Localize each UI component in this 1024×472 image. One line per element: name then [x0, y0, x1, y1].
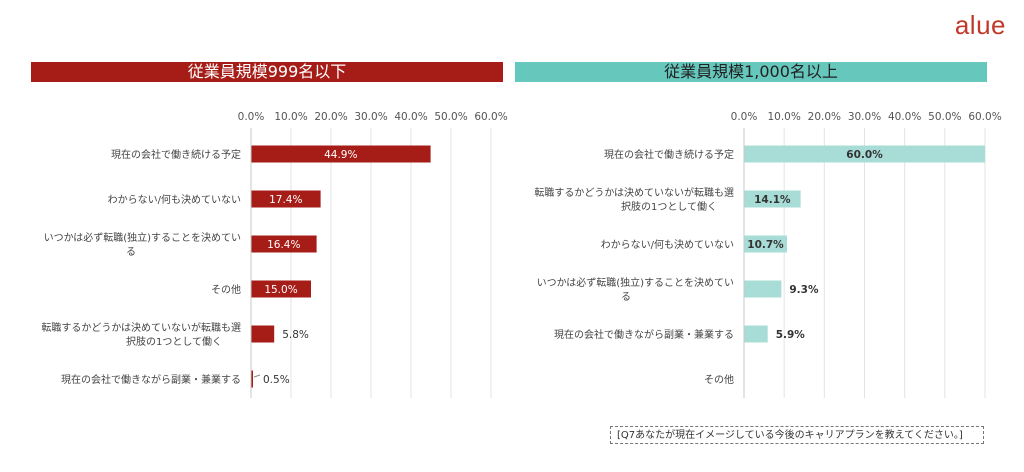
category-label: わからない/何も決めていない — [108, 193, 241, 206]
category-label: わからない/何も決めていない — [601, 238, 734, 251]
value-label: 15.0% — [264, 284, 297, 296]
x-tick-label: 50.0% — [434, 111, 467, 123]
question-note: [Q7あなたが現在イメージしている今後のキャリアプランを教えてください。] — [610, 426, 984, 444]
x-tick-label: 0.0% — [238, 111, 265, 123]
value-label: 0.5% — [263, 374, 290, 386]
x-tick-label: 40.0% — [394, 111, 427, 123]
brand-logo: alue — [954, 10, 1006, 40]
x-tick-label: 10.0% — [274, 111, 307, 123]
x-tick-label: 60.0% — [474, 111, 507, 123]
bar — [744, 190, 801, 208]
bar — [744, 325, 768, 343]
category-label: その他 — [211, 283, 241, 296]
category-label: その他 — [704, 373, 734, 386]
value-label: 10.7% — [747, 239, 784, 251]
bar — [744, 145, 985, 163]
panel-small-companies: 従業員規模999名以下 0.0% 10.0% 20.0% 30.0% 40.0% 50.0… — [31, 62, 508, 398]
category-label: 現在の会社で働き続ける予定 — [111, 148, 241, 161]
category-label: 転職するかどうかは決めていないが転職も選択肢の1つとして働く — [534, 186, 734, 213]
x-tick-label: 40.0% — [888, 111, 921, 123]
value-label: 5.8% — [282, 329, 309, 341]
bar — [251, 280, 311, 298]
x-tick-label: 0.0% — [731, 111, 758, 123]
chart-title: 従業員規模1,000名以上 — [515, 62, 987, 82]
value-label: 9.3% — [789, 284, 819, 296]
bar — [744, 280, 782, 298]
panel-large-companies: 従業員規模1,000名以上 0.0% 10.0% 20.0% 30.0% 40.0% 50… — [512, 0, 1024, 472]
bar — [251, 235, 317, 253]
value-label: 14.1% — [754, 194, 791, 206]
value-label: 60.0% — [846, 149, 883, 161]
leader-line — [253, 374, 261, 378]
bar — [251, 370, 253, 388]
x-tick-label: 20.0% — [314, 111, 347, 123]
value-label: 5.9% — [776, 329, 806, 341]
value-label: 17.4% — [269, 194, 302, 206]
value-label: 44.9% — [324, 149, 357, 161]
category-label: 現在の会社で働きながら副業・兼業する — [554, 328, 734, 341]
x-tick-label: 30.0% — [848, 111, 881, 123]
bar — [251, 145, 431, 163]
category-label: 転職するかどうかは決めていないが転職も選択肢の1つとして働く — [41, 321, 241, 348]
x-tick-label: 60.0% — [968, 111, 1001, 123]
bar-chart-large-companies: 0.0% 10.0% 20.0% 30.0% 40.0% 50.0% 60.0% 現在の会社で… — [534, 111, 1002, 398]
value-label: 16.4% — [267, 239, 300, 251]
bar — [251, 325, 275, 343]
category-label: いつかは必ず転職(独立)することを決めている — [537, 276, 734, 303]
x-tick-label: 30.0% — [354, 111, 387, 123]
x-tick-label: 50.0% — [928, 111, 961, 123]
category-label: 現在の会社で働き続ける予定 — [604, 148, 734, 161]
x-tick-label: 20.0% — [808, 111, 841, 123]
bar — [251, 190, 321, 208]
chart-title: 従業員規模999名以下 — [31, 62, 503, 82]
bar — [744, 235, 787, 253]
category-label: いつかは必ず転職(独立)することを決めている — [44, 231, 241, 258]
category-label: 現在の会社で働きながら副業・兼業する — [61, 373, 241, 386]
bar-chart-small-companies: 0.0% 10.0% 20.0% 30.0% 40.0% 50.0% 60.0% 現在の会社で… — [41, 111, 508, 398]
x-tick-label: 10.0% — [767, 111, 800, 123]
